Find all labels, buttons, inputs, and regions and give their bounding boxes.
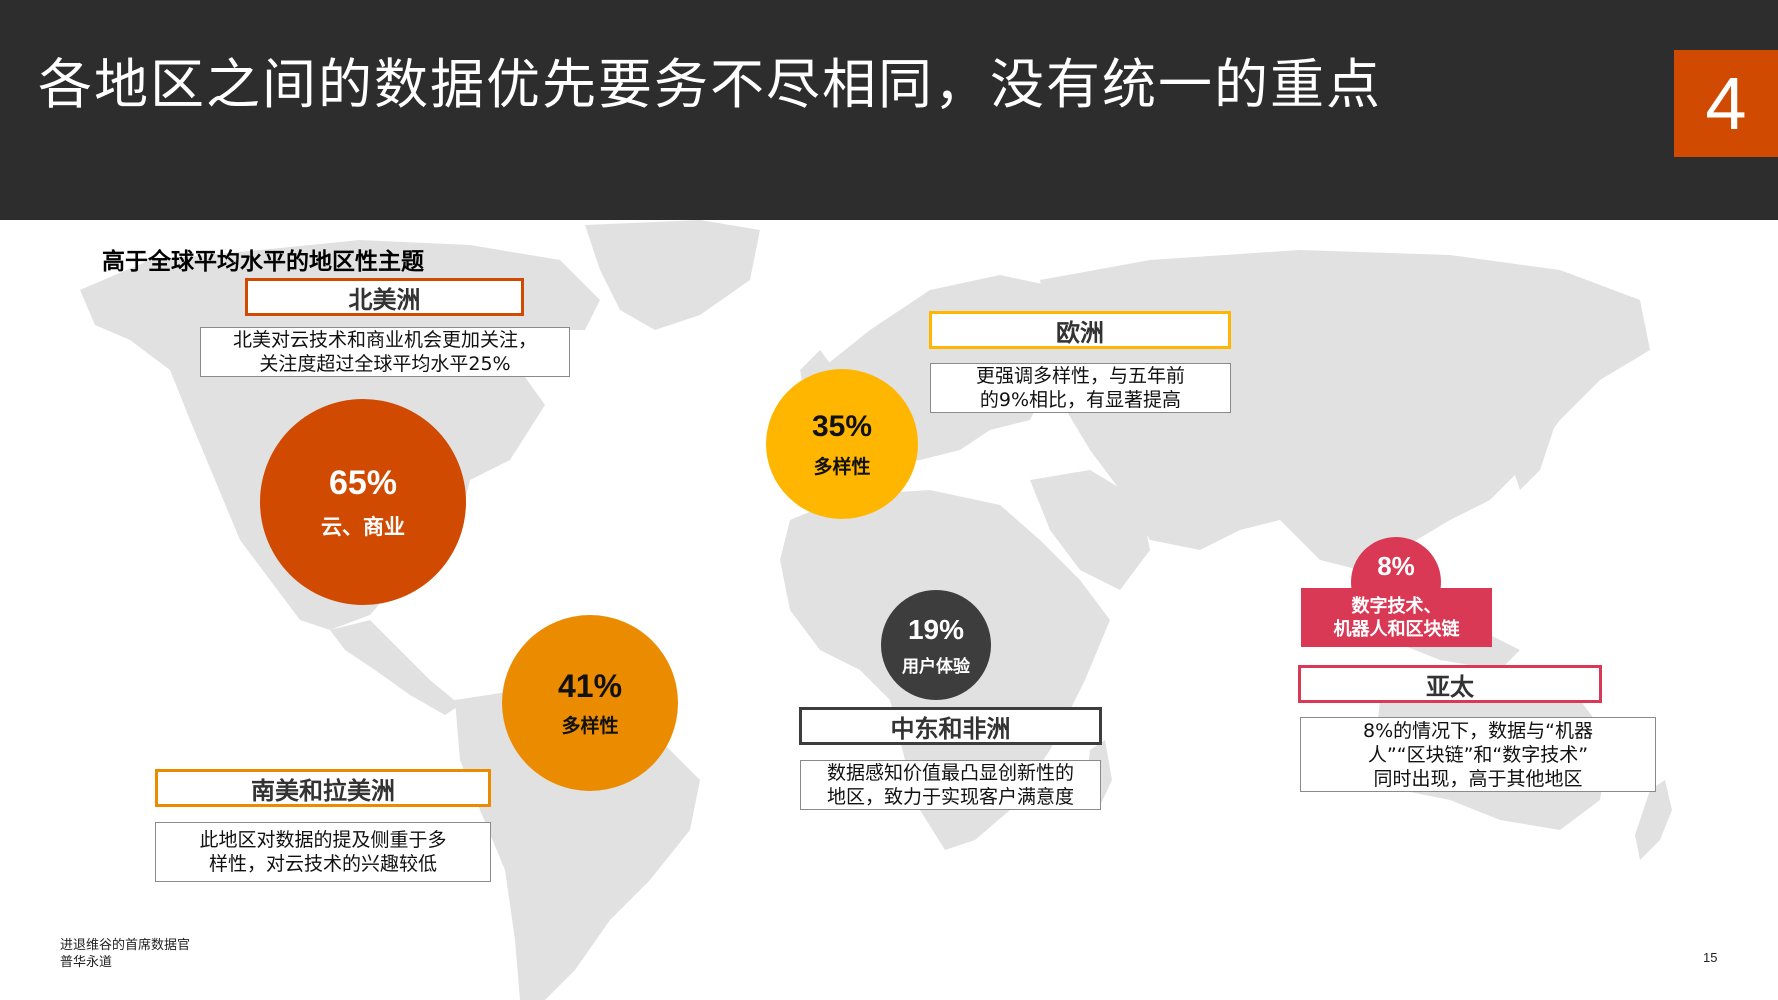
section-number-badge: 4 bbox=[1674, 50, 1778, 157]
slide-title: 各地区之间的数据优先要务不尽相同，没有统一的重点 bbox=[38, 53, 1382, 116]
stat-bubble-middle-east-africa: 19% 用户体验 bbox=[881, 590, 991, 700]
stat-percent: 35% bbox=[811, 409, 873, 443]
stat-bubble-latin-america: 41% 多样性 bbox=[502, 615, 678, 791]
region-description-middle-east-africa: 数据感知价值最凸显创新性的 地区，致力于实现客户满意度 bbox=[800, 760, 1101, 810]
region-description-europe: 更强调多样性，与五年前 的9%相比，有显著提高 bbox=[930, 363, 1231, 413]
page-number: 15 bbox=[1703, 950, 1718, 965]
stat-percent: 19% bbox=[907, 613, 965, 645]
stat-topic-asia-pacific: 数字技术、 机器人和区块链 bbox=[1301, 588, 1492, 647]
stat-percent: 41% bbox=[557, 668, 623, 704]
footer-report-title: 进退维谷的首席数据官 bbox=[60, 938, 191, 953]
stat-bubble-north-america: 65% 云、商业 bbox=[260, 399, 466, 605]
section-subtitle: 高于全球平均水平的地区性主题 bbox=[102, 249, 424, 275]
region-label-europe: 欧洲 bbox=[929, 311, 1231, 349]
region-label-asia-pacific: 亚太 bbox=[1298, 665, 1602, 703]
stat-topic: 多样性 bbox=[813, 455, 871, 478]
stat-bubble-europe: 35% 多样性 bbox=[766, 369, 918, 519]
region-description-north-america: 北美对云技术和商业机会更加关注， 关注度超过全球平均水平25% bbox=[200, 327, 570, 377]
header-bar: 各地区之间的数据优先要务不尽相同，没有统一的重点 4 bbox=[0, 0, 1778, 220]
region-label-middle-east-africa: 中东和非洲 bbox=[799, 707, 1102, 745]
stat-topic: 云、商业 bbox=[321, 514, 405, 539]
footer-company: 普华永道 bbox=[60, 955, 113, 970]
region-description-asia-pacific: 8%的情况下，数据与“机器 人”“区块链”和“数字技术” 同时出现，高于其他地区 bbox=[1300, 717, 1656, 792]
stat-topic: 多样性 bbox=[561, 715, 619, 737]
region-label-latin-america: 南美和拉美洲 bbox=[155, 769, 491, 807]
stat-percent: 65% bbox=[328, 463, 398, 502]
region-label-north-america: 北美洲 bbox=[245, 278, 524, 316]
stat-topic: 用户体验 bbox=[902, 656, 970, 677]
region-description-latin-america: 此地区对数据的提及侧重于多 样性，对云技术的兴趣较低 bbox=[155, 822, 491, 882]
stat-percent: 8% bbox=[1377, 551, 1415, 581]
